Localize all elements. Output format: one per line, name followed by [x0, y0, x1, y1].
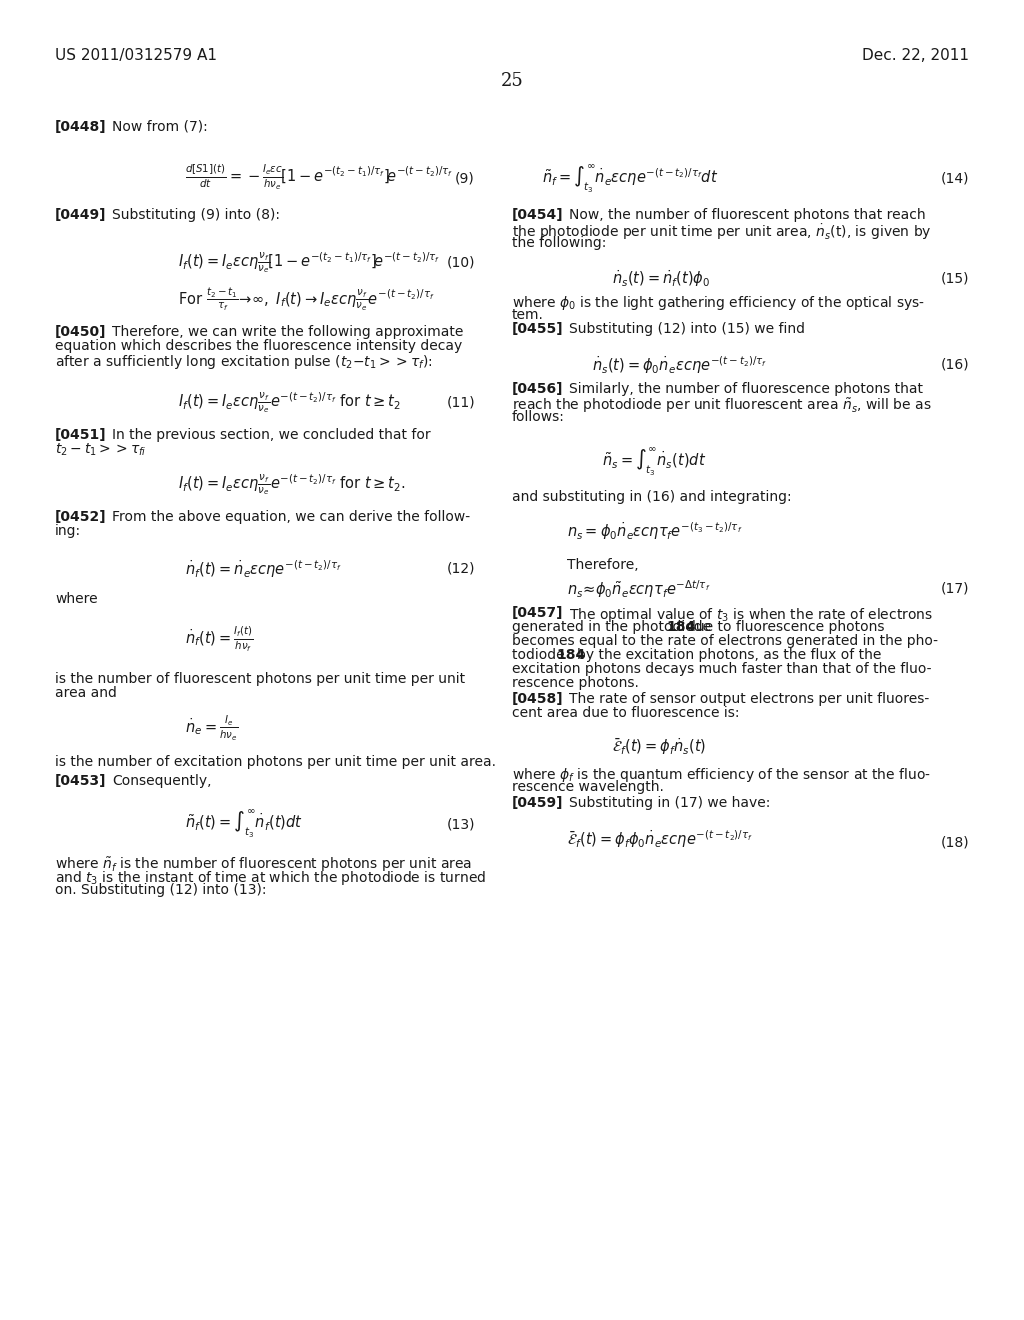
Text: $n_s\!\approx\!\phi_0\tilde{n}_e\varepsilon c\eta\tau_f e^{-\Delta t/\tau_f}$: $n_s\!\approx\!\phi_0\tilde{n}_e\varepsi…	[567, 578, 711, 599]
Text: where $\phi_f$ is the quantum efficiency of the sensor at the fluo-: where $\phi_f$ is the quantum efficiency…	[512, 766, 931, 784]
Text: where: where	[55, 591, 97, 606]
Text: ing:: ing:	[55, 524, 81, 539]
Text: $I_f(t)=I_e\varepsilon c\eta\frac{\nu_f}{\nu_e}\!\left[1-e^{-(t_2-t_1)/\tau_f}\r: $I_f(t)=I_e\varepsilon c\eta\frac{\nu_f}…	[178, 249, 440, 275]
Text: (10): (10)	[446, 255, 475, 269]
Text: $\frac{d[S1](t)}{dt}=-\frac{I_e\varepsilon c}{h\nu_e}\!\left[1-e^{-(t_2-t_1)/\ta: $\frac{d[S1](t)}{dt}=-\frac{I_e\varepsil…	[185, 162, 454, 193]
Text: tem.: tem.	[512, 308, 544, 322]
Text: equation which describes the fluorescence intensity decay: equation which describes the fluorescenc…	[55, 339, 462, 352]
Text: after a sufficiently long excitation pulse ($t_2$$-$$t_1$$>>$$\tau_f$):: after a sufficiently long excitation pul…	[55, 352, 433, 371]
Text: [0457]: [0457]	[512, 606, 563, 620]
Text: by the excitation photons, as the flux of the: by the excitation photons, as the flux o…	[577, 648, 882, 663]
Text: Dec. 22, 2011: Dec. 22, 2011	[862, 48, 969, 63]
Text: the following:: the following:	[512, 236, 606, 249]
Text: $\dot{n}_s(t)=\dot{n}_f(t)\phi_0$: $\dot{n}_s(t)=\dot{n}_f(t)\phi_0$	[612, 268, 711, 289]
Text: $\tilde{n}_f=\int_{t_3}^{\infty}\dot{n}_e\varepsilon c\eta e^{-(t-t_2)/\tau_f}dt: $\tilde{n}_f=\int_{t_3}^{\infty}\dot{n}_…	[542, 162, 718, 195]
Text: [0455]: [0455]	[512, 322, 563, 337]
Text: $\dot{n}_f(t)=\dot{n}_e\varepsilon c\eta e^{-(t-t_2)/\tau_f}$: $\dot{n}_f(t)=\dot{n}_e\varepsilon c\eta…	[185, 558, 342, 579]
Text: (14): (14)	[940, 172, 969, 186]
Text: (18): (18)	[940, 836, 969, 849]
Text: area and: area and	[55, 686, 117, 700]
Text: becomes equal to the rate of electrons generated in the pho-: becomes equal to the rate of electrons g…	[512, 634, 938, 648]
Text: Substituting (9) into (8):: Substituting (9) into (8):	[112, 209, 280, 222]
Text: [0453]: [0453]	[55, 774, 106, 788]
Text: In the previous section, we concluded that for: In the previous section, we concluded th…	[112, 428, 431, 442]
Text: US 2011/0312579 A1: US 2011/0312579 A1	[55, 48, 217, 63]
Text: todiode: todiode	[512, 648, 569, 663]
Text: (17): (17)	[940, 582, 969, 597]
Text: (13): (13)	[446, 818, 475, 832]
Text: due to fluorescence photons: due to fluorescence photons	[687, 620, 885, 634]
Text: [0458]: [0458]	[512, 692, 563, 706]
Text: follows:: follows:	[512, 411, 565, 424]
Text: $\tilde{n}_s=\int_{t_3}^{\infty}\dot{n}_s(t)dt$: $\tilde{n}_s=\int_{t_3}^{\infty}\dot{n}_…	[602, 446, 707, 478]
Text: rescence photons.: rescence photons.	[512, 676, 639, 690]
Text: Substituting in (17) we have:: Substituting in (17) we have:	[569, 796, 770, 810]
Text: $I_f(t)=I_e\varepsilon c\eta\frac{\nu_f}{\nu_e}e^{-(t-t_2)/\tau_f}\ \mathrm{for}: $I_f(t)=I_e\varepsilon c\eta\frac{\nu_f}…	[178, 473, 406, 496]
Text: on. Substituting (12) into (13):: on. Substituting (12) into (13):	[55, 883, 266, 898]
Text: Therefore,: Therefore,	[567, 558, 639, 572]
Text: and substituting in (16) and integrating:: and substituting in (16) and integrating…	[512, 490, 792, 504]
Text: reach the photodiode per unit fluorescent area $\tilde{n}_s$, will be as: reach the photodiode per unit fluorescen…	[512, 396, 932, 414]
Text: Similarly, the number of fluorescence photons that: Similarly, the number of fluorescence ph…	[569, 381, 923, 396]
Text: generated in the photodiode: generated in the photodiode	[512, 620, 716, 634]
Text: where $\tilde{n}_f$ is the number of fluorescent photons per unit area: where $\tilde{n}_f$ is the number of flu…	[55, 855, 472, 874]
Text: rescence wavelength.: rescence wavelength.	[512, 780, 664, 795]
Text: $t_2-t_1>>\tau_{fi}$: $t_2-t_1>>\tau_{fi}$	[55, 442, 146, 458]
Text: [0451]: [0451]	[55, 428, 106, 442]
Text: [0454]: [0454]	[512, 209, 563, 222]
Text: 25: 25	[501, 73, 523, 90]
Text: $I_f(t)=I_e\varepsilon c\eta\frac{\nu_f}{\nu_e}e^{-(t-t_2)/\tau_f}\ \mathrm{for}: $I_f(t)=I_e\varepsilon c\eta\frac{\nu_f}…	[178, 389, 401, 414]
Text: $n_s=\phi_0\dot{n}_e\varepsilon c\eta\tau_f e^{-(t_3-t_2)/\tau_f}$: $n_s=\phi_0\dot{n}_e\varepsilon c\eta\ta…	[567, 520, 742, 541]
Text: Substituting (12) into (15) we find: Substituting (12) into (15) we find	[569, 322, 805, 337]
Text: (9): (9)	[456, 172, 475, 186]
Text: (16): (16)	[940, 358, 969, 372]
Text: 184: 184	[556, 648, 586, 663]
Text: (15): (15)	[940, 272, 969, 286]
Text: $\dot{n}_e=\frac{I_e}{h\nu_e}$: $\dot{n}_e=\frac{I_e}{h\nu_e}$	[185, 714, 238, 743]
Text: Now, the number of fluorescent photons that reach: Now, the number of fluorescent photons t…	[569, 209, 926, 222]
Text: cent area due to fluorescence is:: cent area due to fluorescence is:	[512, 706, 739, 719]
Text: (11): (11)	[446, 395, 475, 409]
Text: [0450]: [0450]	[55, 325, 106, 339]
Text: 184: 184	[666, 620, 695, 634]
Text: [0449]: [0449]	[55, 209, 106, 222]
Text: [0448]: [0448]	[55, 120, 106, 135]
Text: is the number of fluorescent photons per unit time per unit: is the number of fluorescent photons per…	[55, 672, 465, 686]
Text: (12): (12)	[446, 562, 475, 576]
Text: Consequently,: Consequently,	[112, 774, 212, 788]
Text: where $\phi_0$ is the light gathering efficiency of the optical sys-: where $\phi_0$ is the light gathering ef…	[512, 294, 925, 312]
Text: The rate of sensor output electrons per unit fluores-: The rate of sensor output electrons per …	[569, 692, 929, 706]
Text: and $t_3$ is the instant of time at which the photodiode is turned: and $t_3$ is the instant of time at whic…	[55, 869, 486, 887]
Text: [0452]: [0452]	[55, 510, 106, 524]
Text: $\dot{n}_s(t)=\phi_0\dot{n}_e\varepsilon c\eta e^{-(t-t_2)/\tau_f}$: $\dot{n}_s(t)=\phi_0\dot{n}_e\varepsilon…	[592, 354, 767, 376]
Text: $\bar{\mathcal{E}}_f(t)=\phi_f\phi_0\dot{n}_e\varepsilon c\eta e^{-(t-t_2)/\tau_: $\bar{\mathcal{E}}_f(t)=\phi_f\phi_0\dot…	[567, 828, 753, 850]
Text: From the above equation, we can derive the follow-: From the above equation, we can derive t…	[112, 510, 470, 524]
Text: $\dot{n}_f(t)=\frac{I_f(t)}{h\nu_f}$: $\dot{n}_f(t)=\frac{I_f(t)}{h\nu_f}$	[185, 624, 253, 655]
Text: [0456]: [0456]	[512, 381, 563, 396]
Text: Now from (7):: Now from (7):	[112, 120, 208, 135]
Text: is the number of excitation photons per unit time per unit area.: is the number of excitation photons per …	[55, 755, 496, 770]
Text: Therefore, we can write the following approximate: Therefore, we can write the following ap…	[112, 325, 464, 339]
Text: $\bar{\mathcal{E}}_f(t)=\phi_f\dot{n}_s(t)$: $\bar{\mathcal{E}}_f(t)=\phi_f\dot{n}_s(…	[612, 737, 707, 756]
Text: excitation photons decays much faster than that of the fluo-: excitation photons decays much faster th…	[512, 663, 932, 676]
Text: [0459]: [0459]	[512, 796, 563, 810]
Text: The optimal value of $t_3$ is when the rate of electrons: The optimal value of $t_3$ is when the r…	[569, 606, 933, 624]
Text: $\tilde{n}_f(t)=\int_{t_3}^{\infty}\dot{n}_f(t)dt$: $\tilde{n}_f(t)=\int_{t_3}^{\infty}\dot{…	[185, 808, 303, 840]
Text: $\mathrm{For}\ \frac{t_2-t_1}{\tau_f}\!\to\!\infty,\ I_f(t)\to I_e\varepsilon c\: $\mathrm{For}\ \frac{t_2-t_1}{\tau_f}\!\…	[178, 286, 435, 313]
Text: the photodiode per unit time per unit area, $\dot{n}_s$(t), is given by: the photodiode per unit time per unit ar…	[512, 222, 932, 242]
